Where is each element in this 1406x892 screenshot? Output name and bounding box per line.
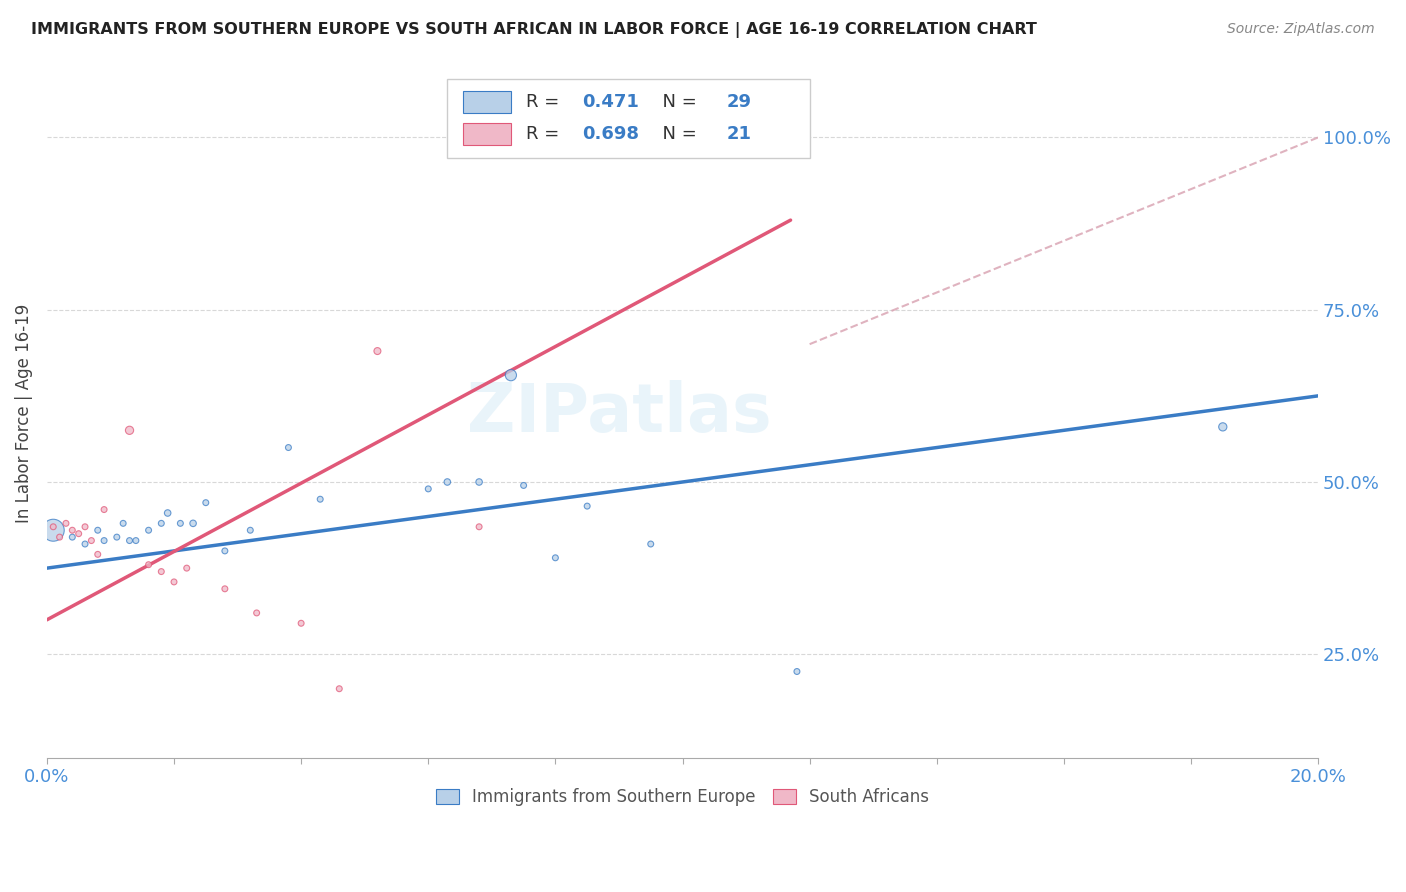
- Point: [80, 533, 103, 548]
- Point: [118, 533, 141, 548]
- Point: [42, 520, 65, 534]
- Point: [640, 537, 662, 551]
- Point: [544, 550, 567, 565]
- Point: [93, 502, 115, 516]
- Point: [112, 516, 135, 531]
- Point: [239, 523, 262, 537]
- Point: [779, 130, 801, 145]
- Point: [87, 547, 110, 561]
- Point: [150, 565, 173, 579]
- Point: [176, 561, 198, 575]
- Point: [67, 526, 90, 541]
- Text: R =: R =: [526, 125, 565, 143]
- Point: [60, 523, 83, 537]
- Point: [290, 616, 312, 631]
- Point: [181, 516, 204, 531]
- Point: [1212, 420, 1234, 434]
- Point: [366, 344, 388, 359]
- Point: [277, 441, 299, 455]
- Point: [42, 523, 65, 537]
- Legend: Immigrants from Southern Europe, South Africans: Immigrants from Southern Europe, South A…: [427, 780, 938, 814]
- Y-axis label: In Labor Force | Age 16-19: In Labor Force | Age 16-19: [15, 303, 32, 523]
- Point: [73, 537, 96, 551]
- Point: [138, 523, 160, 537]
- Point: [309, 492, 332, 507]
- Point: [118, 423, 141, 437]
- Text: 0.698: 0.698: [582, 125, 640, 143]
- Text: 29: 29: [727, 93, 752, 111]
- Point: [214, 582, 236, 596]
- Point: [163, 574, 186, 589]
- Point: [418, 482, 440, 496]
- Point: [55, 516, 77, 531]
- Text: R =: R =: [526, 93, 565, 111]
- Point: [512, 478, 534, 492]
- Text: 0.471: 0.471: [582, 93, 638, 111]
- Point: [328, 681, 350, 696]
- Text: 21: 21: [727, 125, 752, 143]
- Text: N =: N =: [651, 93, 702, 111]
- Point: [468, 475, 491, 489]
- Point: [150, 516, 173, 531]
- Point: [246, 606, 269, 620]
- Text: N =: N =: [651, 125, 702, 143]
- Point: [87, 523, 110, 537]
- Point: [93, 533, 115, 548]
- FancyBboxPatch shape: [463, 91, 510, 112]
- Point: [436, 475, 458, 489]
- Point: [105, 530, 128, 544]
- Text: Source: ZipAtlas.com: Source: ZipAtlas.com: [1227, 22, 1375, 37]
- Text: IMMIGRANTS FROM SOUTHERN EUROPE VS SOUTH AFRICAN IN LABOR FORCE | AGE 16-19 CORR: IMMIGRANTS FROM SOUTHERN EUROPE VS SOUTH…: [31, 22, 1036, 38]
- Point: [48, 530, 70, 544]
- Point: [194, 496, 217, 510]
- Point: [73, 520, 96, 534]
- Point: [499, 368, 522, 383]
- Point: [214, 544, 236, 558]
- Point: [786, 665, 808, 679]
- FancyBboxPatch shape: [463, 123, 510, 145]
- Point: [138, 558, 160, 572]
- Point: [169, 516, 191, 531]
- Point: [576, 499, 599, 513]
- Point: [468, 520, 491, 534]
- Point: [60, 530, 83, 544]
- Point: [156, 506, 179, 520]
- FancyBboxPatch shape: [447, 78, 810, 158]
- Text: ZIPatlas: ZIPatlas: [467, 380, 772, 446]
- Point: [125, 533, 148, 548]
